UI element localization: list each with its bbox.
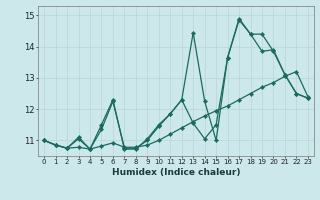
X-axis label: Humidex (Indice chaleur): Humidex (Indice chaleur) <box>112 168 240 177</box>
